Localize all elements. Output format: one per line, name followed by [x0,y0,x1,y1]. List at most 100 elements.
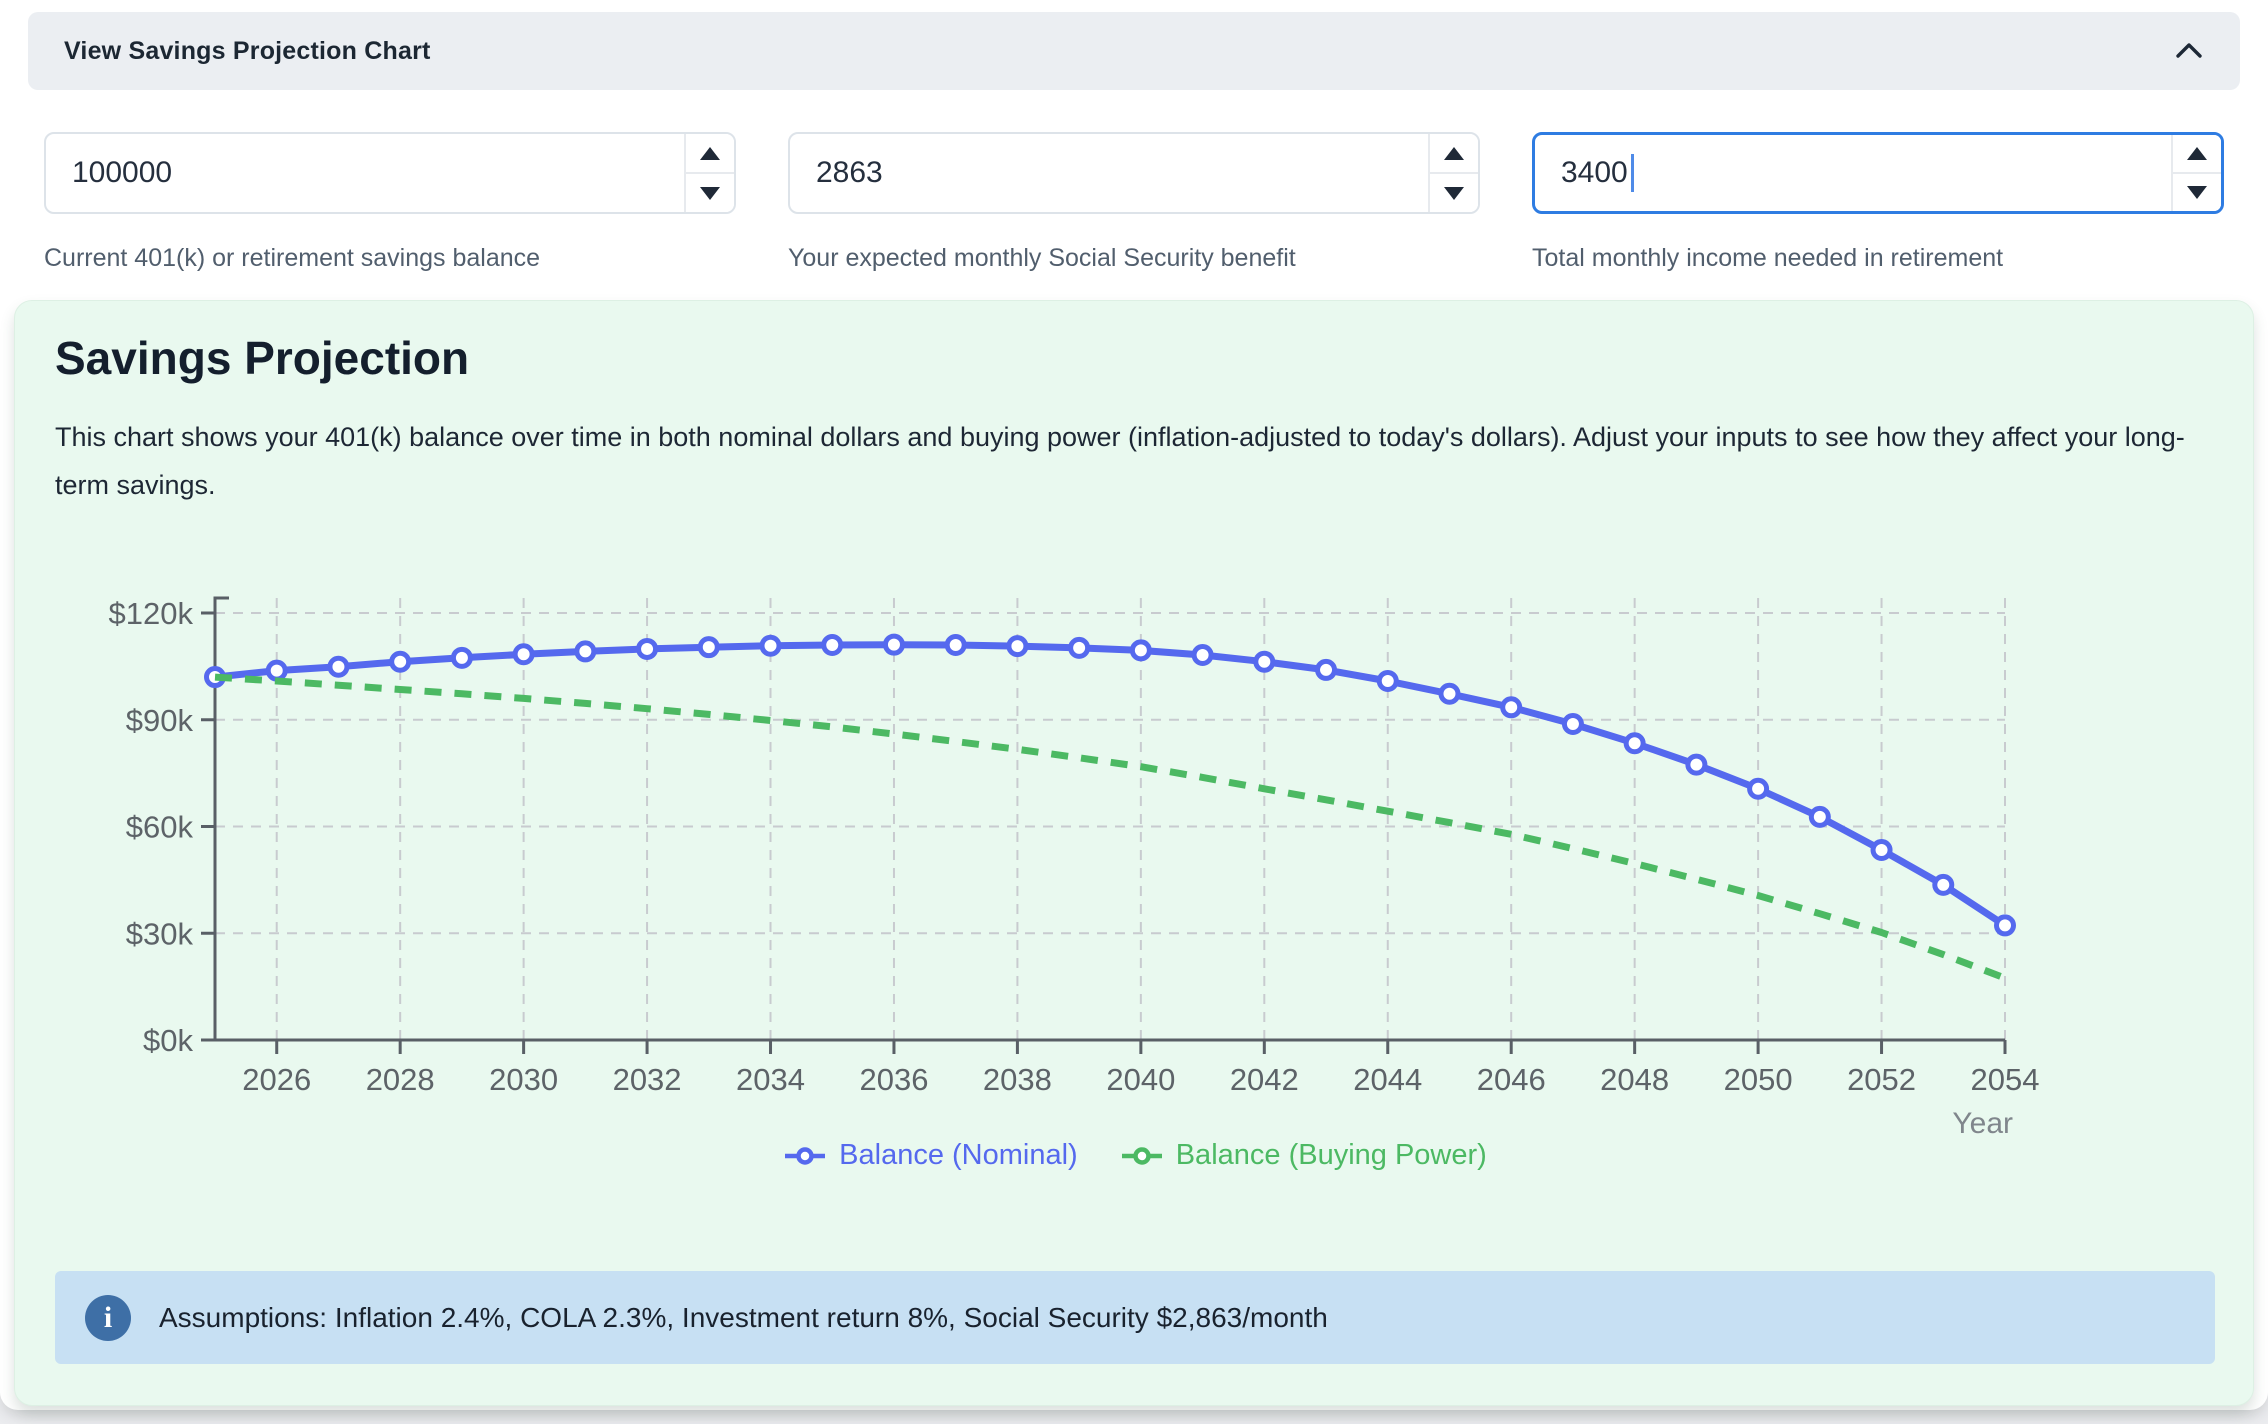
arrow-down-icon [1444,186,1464,200]
data-point-marker [821,634,844,657]
y-axis-tick-label: $90k [126,703,194,738]
current-balance-spinner [684,134,734,212]
increment-button[interactable] [2173,135,2221,174]
x-axis-tick-label: 2044 [1353,1062,1422,1097]
data-point-marker [1561,713,1584,736]
data-point-marker [1623,732,1646,755]
info-icon: i [85,1294,131,1341]
x-axis-tick-label: 2036 [859,1062,928,1097]
x-axis-tick-label: 2048 [1600,1062,1669,1097]
data-point-marker [697,636,720,659]
income-needed-spinner [2171,135,2221,211]
income-needed-label: Total monthly income needed in retiremen… [1532,244,2004,272]
field-current-balance: 100000 Current 401(k) or retirement savi… [44,132,736,273]
chevron-up-icon[interactable] [2174,41,2204,61]
data-point-marker [944,634,967,657]
current-balance-value[interactable]: 100000 [46,134,684,212]
y-axis-tick-label: $30k [126,916,194,951]
x-axis-tick-label: 2034 [736,1062,805,1097]
savings-projection-chart[interactable]: $0k $30k $60k $90k $120k 2026 2028 2030 2032 2034… [15,556,2255,1156]
data-point-marker [1870,838,1893,861]
collapse-header-title: View Savings Projection Chart [64,36,431,65]
series-line-buying-power [214,673,2007,982]
income-needed-value[interactable]: 3400 [1535,135,2171,211]
social-security-input[interactable]: 2863 [788,132,1480,214]
legend-marker-icon [785,1146,826,1165]
text-cursor [1630,154,1634,192]
arrow-up-icon [2187,147,2207,160]
series-line-nominal [214,641,2007,929]
data-point-marker [389,650,412,673]
decrement-button[interactable] [686,174,734,212]
data-point-marker [636,637,659,660]
data-point-marker [327,655,350,678]
data-point-marker [450,646,473,669]
chart-legend: Balance (Nominal) Balance (Buying Power) [15,1139,2255,1172]
increment-button[interactable] [686,134,734,174]
data-point-marker [1068,636,1091,659]
data-point-marker [1747,777,1770,800]
data-point-marker [1685,753,1708,776]
arrow-up-icon [1444,146,1464,160]
inputs-row: 100000 Current 401(k) or retirement savi… [44,132,2224,273]
x-axis-tick-label: 2054 [1971,1062,2040,1097]
arrow-down-icon [2187,186,2207,199]
data-point-marker [574,640,597,663]
data-point-marker [265,659,288,682]
collapse-header[interactable]: View Savings Projection Chart [28,12,2240,90]
field-income-needed: 3400 Total monthly income needed in reti… [1532,132,2224,273]
savings-projection-panel: Savings Projection This chart shows your… [14,300,2254,1406]
data-point-marker [1932,873,1955,896]
data-point-marker [1500,696,1523,719]
decrement-button[interactable] [1430,174,1478,212]
social-security-value[interactable]: 2863 [790,134,1428,212]
data-point-marker [1006,635,1029,658]
current-balance-label: Current 401(k) or retirement savings bal… [44,244,541,272]
data-point-marker [1994,914,2016,937]
panel-description: This chart shows your 401(k) balance ove… [55,422,2185,500]
axis-lines [213,596,2005,1042]
legend-marker-icon [1121,1146,1162,1165]
income-needed-text: 3400 [1561,156,1628,189]
x-axis-tick-label: 2050 [1724,1062,1793,1097]
data-point-marker [1376,669,1399,692]
data-point-marker [1315,658,1338,681]
arrow-down-icon [700,186,720,200]
data-point-marker [1191,643,1214,666]
x-axis-tick-label: 2030 [489,1062,558,1097]
increment-button[interactable] [1430,134,1478,174]
data-point-marker [1808,805,1831,828]
legend-item[interactable]: Balance (Buying Power) [1120,1139,1487,1172]
x-axis-title: Year [1952,1107,2013,1140]
legend-label: Balance (Buying Power) [1175,1139,1487,1171]
panel-title: Savings Projection [55,332,470,384]
legend-item[interactable]: Balance (Nominal) [783,1139,1078,1172]
decrement-button[interactable] [2173,174,2221,211]
data-point-marker [882,633,905,656]
x-axis-tick-label: 2042 [1230,1062,1299,1097]
assumptions-bar: i Assumptions: Inflation 2.4%, COLA 2.3%… [55,1271,2215,1364]
field-social-security: 2863 Your expected monthly Social Securi… [788,132,1480,273]
assumptions-text: Assumptions: Inflation 2.4%, COLA 2.3%, … [159,1301,1328,1333]
y-axis-tick-label: $120k [109,596,194,631]
data-point-marker [759,634,782,657]
data-point-marker [1438,682,1461,705]
x-axis-tick-label: 2040 [1106,1062,1175,1097]
x-axis-tick-label: 2032 [613,1062,682,1097]
x-axis-tick-label: 2028 [366,1062,435,1097]
legend-label: Balance (Nominal) [839,1139,1078,1171]
social-security-spinner [1428,134,1478,212]
y-axis-tick-label: $0k [143,1023,193,1058]
data-point-marker [512,643,535,666]
x-axis-tick-label: 2046 [1477,1062,1546,1097]
x-axis-tick-label: 2052 [1847,1062,1916,1097]
data-point-marker [1129,639,1152,662]
arrow-up-icon [700,146,720,160]
income-needed-input[interactable]: 3400 [1532,132,2224,214]
y-axis-tick-label: $60k [126,810,194,845]
x-axis-tick-label: 2038 [983,1062,1052,1097]
data-point-marker [1253,650,1276,673]
current-balance-input[interactable]: 100000 [44,132,736,214]
